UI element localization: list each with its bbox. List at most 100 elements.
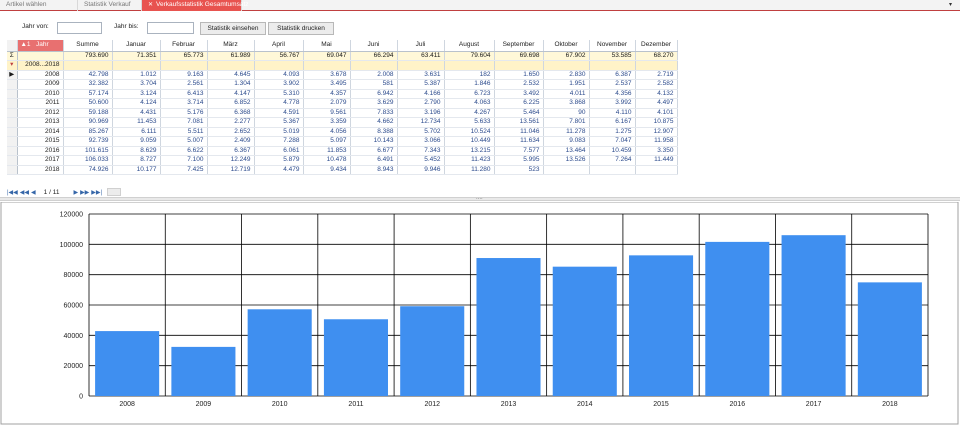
value-cell[interactable]: 7.264	[589, 155, 636, 166]
table-row[interactable]: 2018 74.926 10.177 7.425 12.719 4.479 9.434 8.9…	[7, 165, 678, 175]
value-cell[interactable]: 7.047	[589, 136, 636, 147]
value-cell[interactable]: 10.177	[112, 165, 161, 175]
value-cell[interactable]: 6.852	[207, 98, 255, 109]
column-header[interactable]: Juni	[350, 40, 398, 52]
column-header[interactable]: Juli	[397, 40, 445, 52]
value-cell[interactable]: 4.132	[635, 89, 678, 99]
column-header[interactable]: November	[589, 40, 636, 52]
value-cell[interactable]: 1.846	[444, 79, 495, 90]
value-cell[interactable]: 6.387	[589, 70, 636, 80]
value-cell[interactable]: 59.188	[63, 108, 113, 118]
close-tab-icon[interactable]: ✕	[148, 2, 154, 8]
value-cell[interactable]: 6.367	[207, 146, 255, 156]
value-cell[interactable]: 5.702	[397, 127, 445, 137]
bar-2008[interactable]	[95, 331, 160, 396]
value-cell[interactable]: 6.225	[494, 98, 544, 109]
table-row[interactable]: 2015 92.739 9.059 5.007 2.409 7.288 5.097 10.14…	[7, 136, 678, 147]
column-header[interactable]: Dezember	[635, 40, 678, 52]
value-cell[interactable]: 4.662	[350, 117, 398, 128]
table-row[interactable]: 2017 106.033 8.727 7.100 12.249 5.879 10.478 6.…	[7, 155, 678, 166]
row-pointer-icon[interactable]: ▶	[7, 70, 18, 80]
value-cell[interactable]: 5.019	[254, 127, 304, 137]
value-cell[interactable]: 7.288	[254, 136, 304, 147]
bar-2018[interactable]	[857, 282, 922, 396]
bar-2015[interactable]	[629, 255, 694, 396]
value-cell[interactable]: 2.277	[207, 117, 255, 128]
value-cell[interactable]: 7.577	[494, 146, 544, 156]
value-cell[interactable]: 2.409	[207, 136, 255, 147]
table-row[interactable]: ▶ 2008 42.798 1.012 9.163 4.645 4.093 3.678 2.00…	[7, 70, 678, 80]
value-cell[interactable]: 6.942	[350, 89, 398, 99]
value-cell[interactable]: 7.801	[543, 117, 590, 128]
value-cell[interactable]: 5.367	[254, 117, 304, 128]
value-cell[interactable]: 8.629	[112, 146, 161, 156]
row-header[interactable]	[7, 108, 18, 118]
value-cell[interactable]: 12.734	[397, 117, 445, 128]
value-cell[interactable]: 2.561	[160, 79, 208, 90]
row-header[interactable]	[7, 117, 18, 128]
year-cell[interactable]: 2013	[17, 117, 64, 128]
year-cell[interactable]: 2008	[17, 70, 64, 80]
value-cell[interactable]: 4.063	[444, 98, 495, 109]
column-header[interactable]: April	[254, 40, 304, 52]
year-cell[interactable]: 2016	[17, 146, 64, 156]
value-cell[interactable]: 5.387	[397, 79, 445, 90]
value-cell[interactable]: 5.633	[444, 117, 495, 128]
group-row[interactable]: ▾ 2008...2018	[7, 60, 678, 71]
value-cell[interactable]: 10.143	[350, 136, 398, 147]
value-cell[interactable]: 32.382	[63, 79, 113, 90]
column-header[interactable]: Mai	[303, 40, 351, 52]
value-cell[interactable]: 2.079	[303, 98, 351, 109]
value-cell[interactable]: 10.459	[589, 146, 636, 156]
value-cell[interactable]: 4.056	[303, 127, 351, 137]
table-row[interactable]: 2010 57.174 3.124 6.413 4.147 5.310 4.357 6.942…	[7, 89, 678, 99]
value-cell[interactable]: 6.413	[160, 89, 208, 99]
value-cell[interactable]: 7.833	[350, 108, 398, 118]
value-cell[interactable]: 9.059	[112, 136, 161, 147]
value-cell[interactable]: 3.714	[160, 98, 208, 109]
year-cell[interactable]: 2010	[17, 89, 64, 99]
value-cell[interactable]: 5.879	[254, 155, 304, 166]
view-statistics-button[interactable]: Statistik einsehen	[200, 22, 266, 35]
value-cell[interactable]: 10.875	[635, 117, 678, 128]
value-cell[interactable]: 4.267	[444, 108, 495, 118]
value-cell[interactable]: 11.423	[444, 155, 495, 166]
previous-block-icon[interactable]: ◀◀	[19, 189, 30, 196]
value-cell[interactable]	[543, 165, 590, 175]
value-cell[interactable]: 1.012	[112, 70, 161, 80]
value-cell[interactable]: 6.622	[160, 146, 208, 156]
row-header[interactable]	[7, 89, 18, 99]
value-cell[interactable]: 13.561	[494, 117, 544, 128]
table-row[interactable]: 2013 90.969 11.453 7.081 2.277 5.367 3.359 4.66…	[7, 117, 678, 128]
column-header[interactable]: August	[444, 40, 495, 52]
first-page-icon[interactable]: |◀◀	[7, 189, 18, 196]
pane-splitter[interactable]: ....	[0, 195, 960, 201]
value-cell[interactable]: 182	[444, 70, 495, 80]
value-cell[interactable]: 4.093	[254, 70, 304, 80]
value-cell[interactable]: 3.124	[112, 89, 161, 99]
value-cell[interactable]: 11.278	[543, 127, 590, 137]
value-cell[interactable]: 90	[543, 108, 590, 118]
value-cell[interactable]: 2.582	[635, 79, 678, 90]
value-cell[interactable]: 5.176	[160, 108, 208, 118]
value-cell[interactable]: 90.969	[63, 117, 113, 128]
value-cell[interactable]: 4.011	[543, 89, 590, 99]
value-cell[interactable]: 9.946	[397, 165, 445, 175]
value-cell[interactable]: 6.167	[589, 117, 636, 128]
value-cell[interactable]: 5.464	[494, 108, 544, 118]
value-cell[interactable]: 6.491	[350, 155, 398, 166]
value-cell[interactable]: 7.100	[160, 155, 208, 166]
value-cell[interactable]: 4.101	[635, 108, 678, 118]
value-cell[interactable]: 4.166	[397, 89, 445, 99]
value-cell[interactable]: 3.868	[543, 98, 590, 109]
value-cell[interactable]: 3.350	[635, 146, 678, 156]
table-row[interactable]: 2011 50.600 4.124 3.714 6.852 4.778 2.079 3.629…	[7, 98, 678, 109]
value-cell[interactable]	[635, 165, 678, 175]
bar-2009[interactable]	[171, 346, 236, 396]
value-cell[interactable]: 5.511	[160, 127, 208, 137]
value-cell[interactable]: 9.434	[303, 165, 351, 175]
year-cell[interactable]: 2017	[17, 155, 64, 166]
value-cell[interactable]: 50.600	[63, 98, 113, 109]
value-cell[interactable]: 2.537	[589, 79, 636, 90]
value-cell[interactable]: 13.215	[444, 146, 495, 156]
